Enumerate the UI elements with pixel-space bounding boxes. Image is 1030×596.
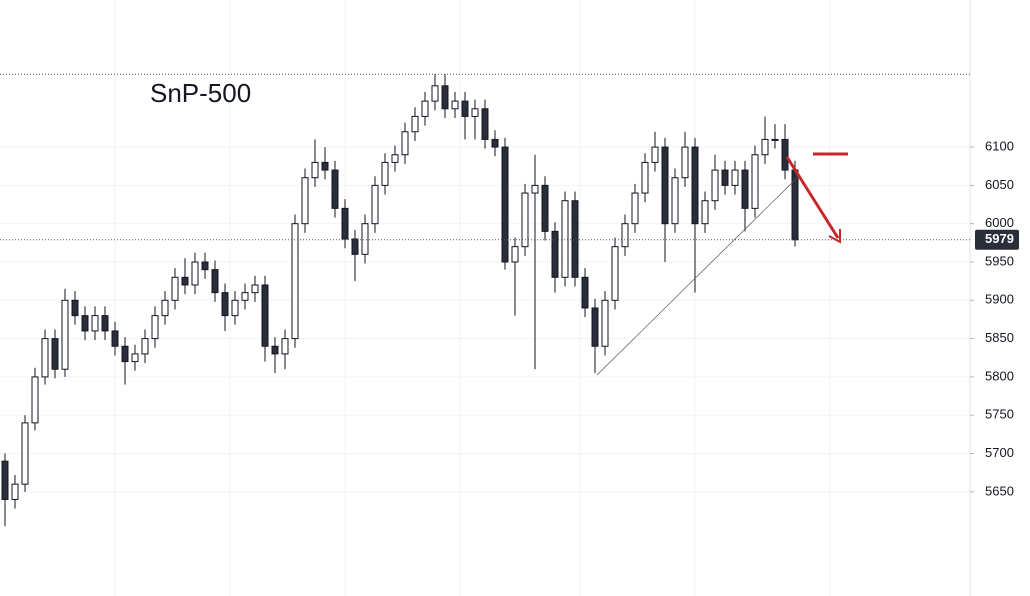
- candle-body: [761, 138, 769, 156]
- y-tick-label: 5850: [985, 330, 1014, 345]
- candle-body: [641, 161, 649, 194]
- candle-body: [571, 200, 579, 278]
- y-tick-label: 5900: [985, 292, 1014, 307]
- candle-body: [771, 138, 779, 141]
- candle-body: [451, 100, 459, 110]
- candle-body: [421, 100, 429, 117]
- candle-body: [731, 169, 739, 186]
- candle-body: [141, 338, 149, 355]
- vertical-grid: [114, 0, 831, 596]
- candle-body: [31, 376, 39, 424]
- candle-body: [781, 138, 789, 171]
- candle-body: [311, 161, 319, 179]
- candle-body: [181, 276, 189, 286]
- candle-body: [371, 184, 379, 225]
- candle-body: [611, 246, 619, 301]
- y-tick-label: 5950: [985, 253, 1014, 268]
- candle-body: [1, 460, 9, 500]
- candle-body: [111, 330, 119, 347]
- candle-body: [251, 284, 259, 294]
- candle-body: [341, 207, 349, 240]
- candle-body: [751, 154, 759, 209]
- candle-body: [411, 115, 419, 133]
- candle-body: [361, 223, 369, 255]
- candle-body: [161, 299, 169, 317]
- candle-body: [41, 338, 49, 378]
- candle-body: [171, 276, 179, 301]
- candle-body: [61, 299, 69, 370]
- candle-body: [331, 169, 339, 209]
- candle-body: [11, 483, 19, 500]
- candle-body: [81, 315, 89, 332]
- candle-body: [491, 138, 499, 148]
- candle-body: [741, 169, 749, 209]
- arrow-line: [785, 156, 840, 239]
- candle-body: [401, 131, 409, 156]
- candle-body: [101, 315, 109, 332]
- y-tick-label: 5700: [985, 445, 1014, 460]
- candle-body: [91, 315, 99, 332]
- candle-body: [541, 184, 549, 232]
- candle-body: [481, 108, 489, 140]
- candle-body: [711, 169, 719, 202]
- candle-body: [71, 299, 79, 317]
- candle-body: [791, 169, 799, 241]
- candle-body: [661, 146, 669, 225]
- y-tick-label: 6000: [985, 215, 1014, 230]
- plot: [0, 73, 970, 527]
- trend-line: [596, 174, 801, 376]
- candle-body: [651, 146, 659, 163]
- candle-body: [511, 246, 519, 263]
- candle-body: [591, 307, 599, 347]
- candle-body: [21, 422, 29, 485]
- candle-body: [191, 261, 199, 286]
- chart-title: SnP-500: [150, 78, 251, 108]
- candle-body: [201, 261, 209, 271]
- candle-body: [301, 177, 309, 225]
- candle-body: [531, 184, 539, 194]
- candle-body: [261, 284, 269, 347]
- candle-body: [551, 230, 559, 278]
- candle-body: [131, 353, 139, 363]
- y-tick-label: 6100: [985, 139, 1014, 154]
- candle-body: [581, 276, 589, 309]
- candle-body: [461, 100, 469, 117]
- candle-body: [391, 154, 399, 163]
- last-price-label: 5979: [985, 231, 1014, 246]
- candle-body: [351, 238, 359, 255]
- candle-body: [721, 169, 729, 186]
- candle-body: [701, 200, 709, 225]
- candle-body: [561, 200, 569, 278]
- candle-body: [121, 345, 129, 363]
- candle-body: [381, 161, 389, 186]
- candle-body: [211, 269, 219, 294]
- candle-body: [621, 223, 629, 248]
- candle-body: [221, 292, 229, 317]
- y-tick-label: 5650: [985, 483, 1014, 498]
- last-price-box: [975, 229, 1019, 250]
- candle-body: [241, 292, 249, 301]
- candle-body: [291, 223, 299, 340]
- arrow-head: [828, 229, 841, 244]
- y-tick-label: 5800: [985, 368, 1014, 383]
- candle-body: [601, 299, 609, 347]
- candle-body: [231, 299, 239, 317]
- candle-body: [431, 85, 439, 102]
- candle-body: [271, 345, 279, 355]
- candle-body: [631, 192, 639, 225]
- candle-body: [51, 338, 59, 370]
- candle-body: [441, 85, 449, 110]
- candle-body: [151, 315, 159, 340]
- candle-body: [501, 146, 509, 263]
- candle-body: [281, 338, 289, 355]
- candle-body: [691, 146, 699, 225]
- y-tick-label: 5750: [985, 407, 1014, 422]
- candle-body: [681, 146, 689, 179]
- y-tick-label: 6050: [985, 177, 1014, 192]
- candle-body: [671, 177, 679, 225]
- candle-body: [521, 192, 529, 248]
- candle-body: [471, 108, 479, 117]
- candle-body: [321, 161, 329, 171]
